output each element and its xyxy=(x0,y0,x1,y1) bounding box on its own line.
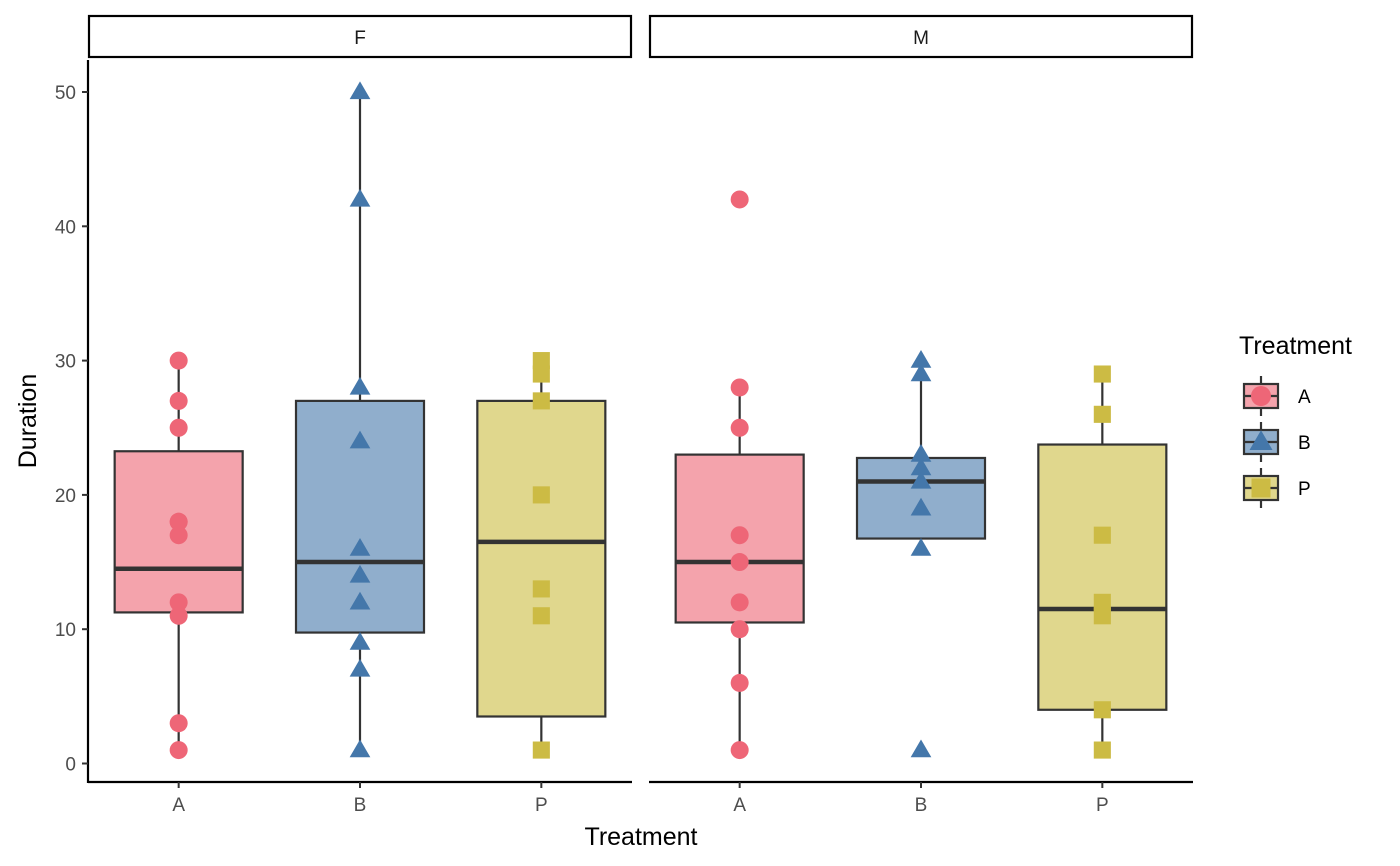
data-point xyxy=(1093,593,1111,611)
data-point xyxy=(349,188,371,207)
data-point xyxy=(730,378,749,397)
data-point xyxy=(169,606,188,625)
x-tick-label: A xyxy=(733,795,746,816)
data-point xyxy=(1093,607,1111,625)
data-point xyxy=(910,457,932,476)
legend: Treatment A B P xyxy=(1239,332,1352,508)
y-tick-label: 40 xyxy=(55,217,76,238)
data-point xyxy=(730,741,749,760)
data-point xyxy=(532,365,550,383)
legend-key-a xyxy=(1242,376,1280,416)
facet-panel-m: M A B P xyxy=(648,14,1194,816)
data-point xyxy=(349,538,371,556)
legend-key-marker xyxy=(1249,430,1273,450)
data-point xyxy=(730,673,749,692)
data-point xyxy=(910,363,932,382)
legend-key-marker xyxy=(1251,386,1271,406)
data-point xyxy=(910,538,932,556)
box xyxy=(476,399,607,718)
x-tick-label: A xyxy=(172,795,185,816)
box-group-p xyxy=(1037,365,1168,759)
legend-label-a: A xyxy=(1298,387,1311,408)
data-point xyxy=(1093,741,1111,759)
facets-layer: F A B P M A B P xyxy=(87,14,1194,816)
data-point xyxy=(349,376,371,395)
box-group-a xyxy=(674,190,805,760)
data-point xyxy=(730,418,749,437)
box-group-b xyxy=(294,81,426,758)
data-point xyxy=(532,580,550,598)
data-point xyxy=(910,349,932,368)
data-point xyxy=(169,741,188,760)
data-point xyxy=(910,470,932,489)
data-point xyxy=(1093,701,1111,719)
facet-strip-label: M xyxy=(913,28,929,49)
data-point xyxy=(532,392,550,410)
legend-label-p: P xyxy=(1298,479,1311,500)
legend-key-b xyxy=(1242,422,1280,462)
data-point xyxy=(730,553,749,572)
y-tick-label: 50 xyxy=(55,83,76,104)
x-tick-label: B xyxy=(354,795,367,816)
data-point xyxy=(169,391,188,410)
y-axis: 0 10 20 30 40 50 xyxy=(55,60,90,783)
data-point xyxy=(532,352,550,370)
legend-title: Treatment xyxy=(1239,332,1352,360)
data-point xyxy=(532,486,550,504)
y-tick-label: 20 xyxy=(55,486,76,507)
data-point xyxy=(169,593,188,612)
facet-strip xyxy=(87,14,633,59)
y-tick-label: 0 xyxy=(65,755,76,776)
data-point xyxy=(169,512,188,531)
data-point xyxy=(1093,526,1111,544)
data-point xyxy=(169,418,188,437)
box-group-b xyxy=(855,349,987,758)
data-point xyxy=(349,430,371,449)
x-axis-title: Treatment xyxy=(584,823,697,851)
y-tick-label: 10 xyxy=(55,620,76,641)
data-point xyxy=(349,739,371,758)
x-tick-label: B xyxy=(915,795,928,816)
legend-label-b: B xyxy=(1298,433,1311,454)
data-point xyxy=(730,593,749,612)
data-point xyxy=(1093,405,1111,423)
data-point xyxy=(349,591,371,610)
y-tick-label: 30 xyxy=(55,352,76,373)
facet-strip xyxy=(648,14,1194,59)
data-point xyxy=(910,497,932,516)
data-point xyxy=(169,351,188,370)
data-point xyxy=(1093,365,1111,383)
data-point xyxy=(169,714,188,733)
x-tick-label: P xyxy=(535,795,548,816)
box-group-a xyxy=(113,351,244,760)
data-point xyxy=(730,190,749,209)
box xyxy=(1037,443,1168,711)
data-point xyxy=(730,620,749,639)
box-group-p xyxy=(476,352,607,759)
data-point xyxy=(532,607,550,625)
data-point xyxy=(349,81,371,100)
data-point xyxy=(169,526,188,545)
data-point xyxy=(910,739,932,758)
data-point xyxy=(349,564,371,583)
facet-strip-label: F xyxy=(354,28,366,49)
legend-key-marker xyxy=(1251,478,1271,498)
y-axis-title: Duration xyxy=(14,374,42,469)
data-point xyxy=(532,741,550,759)
data-point xyxy=(349,658,371,677)
data-point xyxy=(349,632,371,650)
legend-key-p xyxy=(1242,468,1280,508)
data-point xyxy=(730,526,749,545)
data-point xyxy=(910,444,932,462)
facet-panel-f: F A B P xyxy=(87,14,633,816)
x-tick-label: P xyxy=(1096,795,1109,816)
